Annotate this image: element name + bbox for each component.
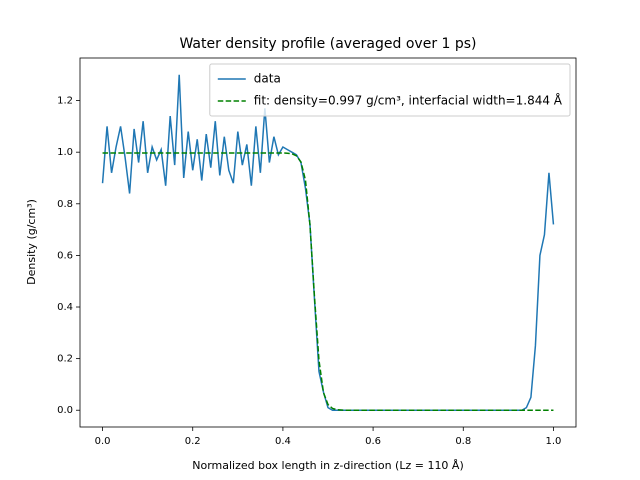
x-tick-label: 0.6	[365, 436, 381, 447]
x-tick-label: 0.4	[275, 436, 291, 447]
data-line	[101, 74, 555, 411]
x-tick-label: 0.8	[455, 436, 471, 447]
chart-title: Water density profile (averaged over 1 p…	[179, 36, 476, 52]
x-tick-label: 0.2	[185, 436, 201, 447]
y-tick-label: 1.2	[57, 96, 73, 107]
y-axis-label: Density (g/cm³)	[25, 199, 38, 285]
legend-box	[209, 63, 571, 117]
legend: data fit: density=0.997 g/cm³, interfacia…	[209, 63, 571, 117]
legend-label: fit: density=0.997 g/cm³, interfacial wi…	[254, 93, 563, 108]
x-axis-label: Normalized box length in z-direction (Lz…	[192, 459, 464, 472]
y-tick-label: 0.2	[57, 354, 73, 365]
x-tick-label: 1.0	[546, 436, 562, 447]
x-tick-label: 0.0	[95, 436, 111, 447]
y-tick-label: 0.4	[57, 302, 73, 313]
y-tick-label: 0.0	[57, 405, 73, 416]
axes-frame	[79, 57, 577, 428]
y-tick-label: 0.8	[57, 199, 73, 210]
y-tick-label: 1.0	[57, 147, 73, 158]
data-line	[102, 152, 554, 411]
y-tick-label: 0.6	[57, 250, 73, 261]
legend-label: data	[254, 72, 281, 86]
